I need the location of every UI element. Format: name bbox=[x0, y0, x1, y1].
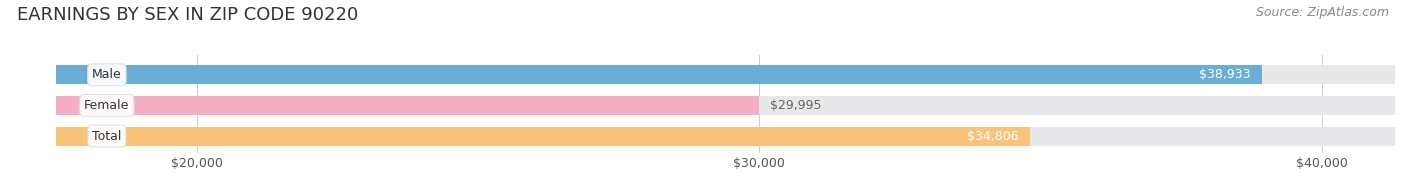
Text: $29,995: $29,995 bbox=[770, 99, 821, 112]
Bar bbox=[56, 96, 759, 115]
Text: $38,933: $38,933 bbox=[1199, 68, 1250, 81]
Text: Total: Total bbox=[93, 130, 121, 142]
Bar bbox=[56, 127, 1029, 145]
Bar bbox=[56, 96, 1395, 115]
Text: Male: Male bbox=[91, 68, 122, 81]
Bar bbox=[56, 65, 1261, 84]
Text: Source: ZipAtlas.com: Source: ZipAtlas.com bbox=[1256, 6, 1389, 19]
Text: EARNINGS BY SEX IN ZIP CODE 90220: EARNINGS BY SEX IN ZIP CODE 90220 bbox=[17, 6, 359, 24]
Text: Female: Female bbox=[84, 99, 129, 112]
Bar bbox=[56, 127, 1395, 145]
Text: $34,806: $34,806 bbox=[967, 130, 1018, 142]
Bar bbox=[56, 65, 1395, 84]
